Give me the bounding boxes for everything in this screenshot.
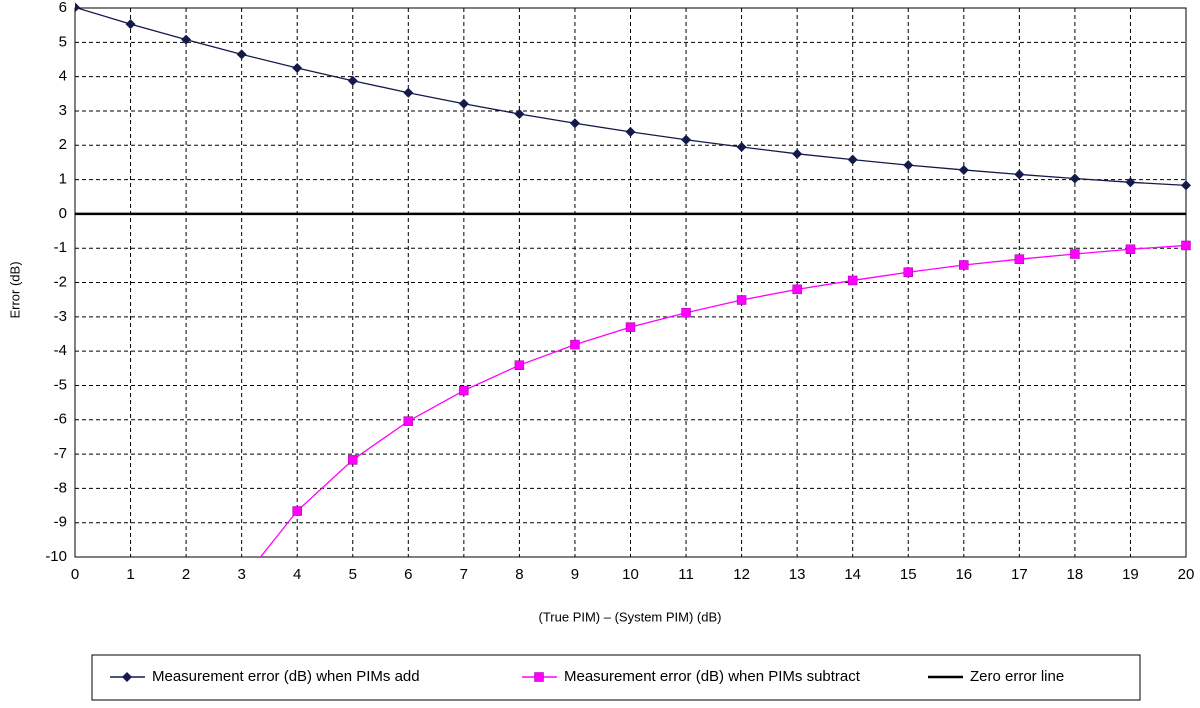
y-tick-label: 1: [59, 171, 67, 188]
y-tick-label: -1: [54, 239, 67, 256]
y-tick-label: 3: [59, 102, 67, 119]
y-tick-label: -8: [54, 479, 67, 496]
x-tick-label: 12: [733, 566, 750, 583]
x-tick-label: 7: [460, 566, 468, 583]
marker: [1181, 240, 1191, 251]
x-axis-title: (True PIM) – (System PIM) (dB): [539, 609, 722, 624]
y-tick-label: -2: [54, 273, 67, 290]
y-tick-label: -4: [54, 342, 67, 359]
x-tick-label: 9: [571, 566, 579, 583]
marker: [959, 260, 969, 270]
y-tick-label: 2: [59, 136, 67, 153]
marker: [792, 284, 802, 295]
marker: [847, 154, 858, 165]
marker: [736, 295, 747, 305]
marker: [570, 339, 580, 350]
x-tick-label: 5: [349, 566, 357, 583]
marker: [903, 267, 913, 277]
x-tick-label: 4: [293, 566, 301, 583]
marker: [1125, 244, 1136, 254]
x-tick-label: 10: [622, 566, 639, 583]
marker: [122, 672, 132, 682]
marker: [347, 75, 358, 86]
legend-label: Zero error line: [970, 668, 1064, 685]
marker: [292, 63, 303, 74]
marker: [514, 360, 525, 370]
marker: [736, 141, 747, 152]
marker: [292, 506, 302, 516]
x-tick-label: 2: [182, 566, 190, 583]
x-tick-label: 13: [789, 566, 806, 583]
y-tick-label: -10: [45, 548, 67, 565]
x-tick-label: 15: [900, 566, 917, 583]
legend-box: [91, 654, 1141, 701]
marker: [1014, 254, 1025, 264]
y-tick-label: 6: [59, 0, 67, 16]
marker: [1181, 180, 1191, 191]
marker: [792, 148, 803, 159]
y-tick-label: 5: [59, 33, 67, 50]
marker: [681, 134, 692, 145]
y-tick-label: -3: [54, 308, 67, 325]
series-layer: [75, 2, 1191, 557]
marker: [569, 118, 580, 129]
legend-label: Measurement error (dB) when PIMs subtrac…: [564, 668, 861, 685]
y-tick-label: -5: [54, 376, 67, 393]
marker: [1014, 169, 1025, 180]
marker: [1069, 173, 1080, 184]
y-tick-label: -6: [54, 411, 67, 428]
x-tick-label: 8: [515, 566, 523, 583]
marker: [1125, 177, 1136, 188]
series-line: [259, 244, 1187, 557]
y-tick-label: -7: [54, 445, 67, 462]
marker: [125, 19, 136, 30]
marker: [847, 275, 858, 286]
x-tick-label: 14: [844, 566, 861, 583]
x-tick-label: 17: [1011, 566, 1028, 583]
marker: [1070, 249, 1080, 259]
y-tick-label: 4: [59, 68, 67, 85]
x-tick-label: 11: [678, 566, 694, 583]
marker: [236, 49, 247, 60]
y-tick-label: 0: [59, 205, 67, 222]
legend-label: Measurement error (dB) when PIMs add: [152, 668, 420, 685]
x-tick-label: 6: [404, 566, 412, 583]
marker: [681, 307, 691, 318]
marker: [958, 164, 969, 175]
x-tick-label: 20: [1178, 566, 1195, 583]
marker: [75, 2, 80, 13]
x-tick-label: 3: [237, 566, 245, 583]
marker: [459, 385, 469, 396]
x-tick-label: 16: [955, 566, 972, 583]
marker: [348, 455, 358, 465]
x-tick-label: 0: [71, 566, 79, 583]
marker: [181, 34, 192, 45]
x-tick-label: 1: [126, 566, 134, 583]
marker: [903, 160, 914, 171]
y-tick-label: -9: [54, 514, 67, 531]
marker: [403, 87, 414, 98]
plot-border: [74, 7, 1187, 558]
marker: [458, 98, 469, 109]
x-tick-label: 19: [1122, 566, 1139, 583]
x-tick-label: 18: [1067, 566, 1084, 583]
marker: [534, 672, 544, 682]
y-axis-title: Error (dB): [7, 261, 22, 318]
marker: [625, 126, 636, 137]
marker: [403, 416, 414, 426]
marker: [514, 109, 525, 120]
marker: [625, 322, 636, 332]
